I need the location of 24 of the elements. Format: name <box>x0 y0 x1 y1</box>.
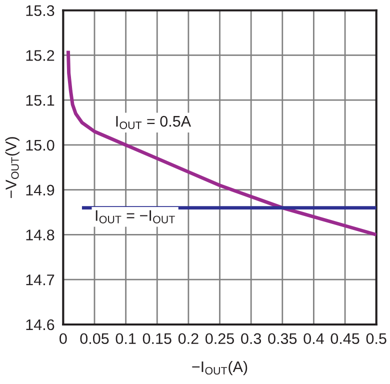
series-label: I$_{OUT}$ = 0.5A <box>116 116 192 130</box>
y-tick-label: 15.2 <box>26 50 54 61</box>
x-tick-label: 0.35 <box>268 333 297 344</box>
y-tick-label: 15.1 <box>26 95 54 106</box>
y-tick-label: 15.3 <box>26 5 54 16</box>
y-tick-label: 15.0 <box>26 140 54 151</box>
x-tick-label: 0.1 <box>116 333 136 344</box>
y-tick-label: 14.7 <box>26 274 54 286</box>
x-tick-label: 0.05 <box>80 333 109 344</box>
y-tick-label: 14.6 <box>26 319 54 330</box>
x-tick-label: 0.45 <box>330 333 360 344</box>
x-tick-label: 0.25 <box>205 333 234 344</box>
x-tick-label: 0 <box>60 333 67 344</box>
y-axis-title: −V$_{OUT}$(V) <box>5 137 20 198</box>
x-tick-label: 0.3 <box>241 333 262 344</box>
y-tick-label: 14.9 <box>26 184 54 196</box>
x-tick-label: 0.2 <box>178 333 198 344</box>
y-tick-label: 14.8 <box>26 230 54 240</box>
line-series <box>66 49 376 236</box>
x-tick-label: 0.4 <box>304 333 324 344</box>
series-label: I$_{OUT}$ = −I$_{OUT}$ <box>96 210 175 224</box>
x-tick-label: 0.15 <box>142 333 172 344</box>
x-tick-label: 0.5 <box>366 333 386 344</box>
x-axis-title: −I$_{OUT}$(A) <box>192 360 248 376</box>
